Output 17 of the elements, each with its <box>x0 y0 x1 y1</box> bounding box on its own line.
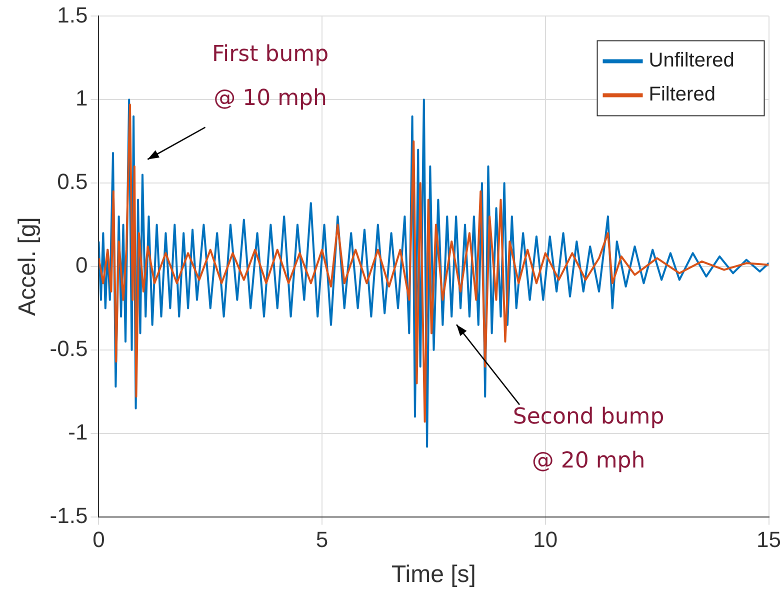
x-tick-label: 0 <box>92 527 105 552</box>
x-tick-label: 10 <box>533 527 558 552</box>
y-axis-title: Accel. [g] <box>14 217 42 316</box>
y-tick-label: -0.5 <box>50 336 88 361</box>
x-tick-label: 15 <box>756 527 782 552</box>
x-axis-title: Time [s] <box>392 561 476 588</box>
annotation: First bump @ 10 mph <box>212 42 329 111</box>
annotation: Second bump @ 20 mph <box>512 404 664 474</box>
legend-label: Unfiltered <box>648 50 734 72</box>
y-tick-label: -1.5 <box>50 502 88 528</box>
y-tick-label: 1 <box>75 86 88 111</box>
y-tick-label: 0.5 <box>57 169 88 194</box>
y-tick-label: -1 <box>68 419 88 444</box>
legend-label: Filtered <box>648 84 716 106</box>
x-tick-label: 5 <box>316 527 328 552</box>
y-tick-label: 1.5 <box>57 2 88 28</box>
y-tick-label: 0 <box>75 252 88 278</box>
